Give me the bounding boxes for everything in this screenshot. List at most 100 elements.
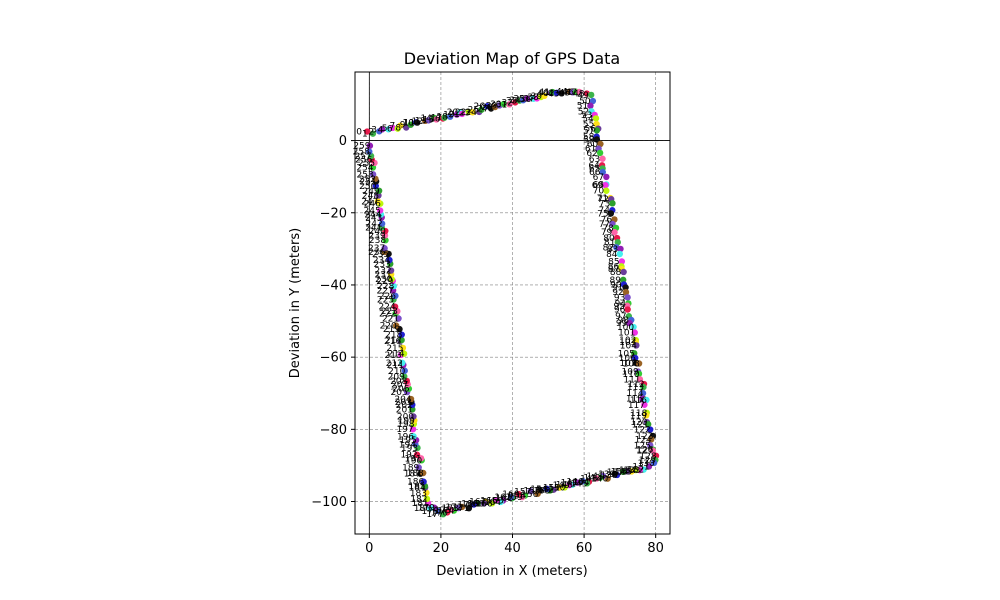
- point-label: 19: [443, 111, 455, 121]
- gps-point: [556, 484, 563, 491]
- gps-point: [579, 478, 587, 485]
- point-label: 45: [559, 88, 570, 98]
- point-label: 235: [372, 250, 389, 260]
- gps-point: [620, 276, 627, 284]
- point-label: 183: [410, 489, 427, 499]
- point-label: 56: [585, 125, 597, 135]
- gps-point: [382, 237, 389, 244]
- gps-point: [500, 100, 507, 108]
- gps-points: [363, 88, 660, 518]
- point-label: 245: [364, 207, 381, 217]
- gps-point: [644, 421, 652, 428]
- point-label: 177: [427, 510, 444, 520]
- gps-point: [409, 406, 416, 413]
- point-label: 192: [400, 451, 417, 461]
- point-label: 123: [636, 432, 653, 442]
- point-label: 101: [618, 329, 635, 339]
- gps-point: [633, 342, 640, 349]
- point-label: 124: [635, 435, 652, 445]
- gps-point: [611, 229, 618, 236]
- point-label: 10: [402, 118, 414, 128]
- gps-point: [392, 292, 399, 300]
- point-label: 195: [400, 436, 417, 446]
- point-label: 76: [601, 215, 613, 225]
- point-label: 58: [583, 133, 595, 143]
- point-label: 70: [593, 187, 605, 197]
- gps-point: [593, 136, 601, 143]
- point-label: 32: [502, 98, 513, 108]
- gps-point: [622, 284, 629, 291]
- point-label: 247: [361, 197, 378, 207]
- gps-point: [410, 433, 417, 440]
- gps-point: [409, 425, 417, 433]
- point-label: 15: [423, 115, 434, 125]
- point-label: 51: [577, 102, 588, 112]
- point-label: 182: [410, 495, 427, 505]
- point-label: 190: [405, 456, 422, 466]
- point-label: 39: [531, 92, 543, 102]
- point-label: 249: [363, 187, 380, 197]
- point-label: 223: [381, 307, 398, 317]
- point-label: 179: [418, 504, 435, 514]
- gps-point: [507, 493, 515, 501]
- gps-point: [398, 336, 405, 344]
- point-label: 30: [490, 100, 502, 110]
- y-tick-label: −80: [320, 423, 347, 438]
- point-label: 213: [384, 351, 401, 361]
- point-label: 239: [368, 231, 385, 241]
- point-label: 151: [543, 484, 560, 494]
- point-label: 75: [597, 209, 608, 219]
- point-label: 225: [377, 296, 394, 306]
- point-label: 252: [359, 175, 376, 185]
- point-label: 207: [391, 380, 408, 390]
- point-label: 17: [431, 114, 442, 124]
- point-label: 227: [377, 286, 394, 296]
- point-label: 126: [636, 446, 653, 456]
- point-label: 68: [593, 180, 605, 190]
- y-axis-ticks: 0 −20 −40 −60 −80 −100: [311, 134, 355, 510]
- point-label: 163: [487, 496, 504, 506]
- gps-point: [391, 303, 399, 310]
- point-label: 95: [614, 302, 625, 312]
- point-label: 127: [636, 447, 653, 457]
- point-label: 104: [620, 341, 637, 351]
- chart-title: Deviation Map of GPS Data: [404, 49, 620, 68]
- point-label: 11: [404, 119, 415, 129]
- gps-point: [369, 130, 377, 137]
- point-label: 121: [632, 420, 649, 430]
- gps-point: [401, 373, 408, 380]
- gps-point: [617, 245, 624, 253]
- gps-point: [398, 331, 405, 338]
- point-label: 7: [389, 122, 395, 132]
- gps-point: [630, 323, 637, 331]
- point-label: 78: [602, 224, 614, 234]
- y-tick-label: −40: [320, 278, 347, 293]
- point-label: 111: [623, 375, 640, 385]
- point-label: 258: [353, 148, 370, 158]
- gps-point: [574, 479, 581, 486]
- y-tick-label: −100: [311, 495, 347, 510]
- point-label: 139: [598, 470, 615, 480]
- gps-point: [576, 88, 583, 96]
- point-label: 120: [630, 418, 647, 428]
- point-label: 106: [619, 354, 636, 364]
- point-label: 234: [373, 256, 390, 266]
- point-label: 226: [379, 292, 396, 302]
- gps-point: [375, 187, 383, 194]
- point-label: 27: [477, 105, 488, 115]
- point-label: 224: [379, 303, 396, 313]
- point-label: 21: [448, 110, 459, 120]
- gps-point: [427, 504, 434, 512]
- point-label: 208: [390, 377, 407, 387]
- point-label: 162: [494, 493, 511, 503]
- gps-point: [415, 464, 422, 471]
- point-label: 201: [396, 405, 413, 415]
- gps-point: [649, 447, 657, 454]
- point-label: 161: [496, 494, 513, 504]
- point-label: 146: [566, 477, 583, 487]
- point-label: 218: [385, 331, 402, 341]
- point-label: 62: [586, 149, 597, 159]
- point-label: 129: [639, 456, 656, 466]
- gps-point: [493, 497, 501, 504]
- gps-point: [618, 258, 626, 265]
